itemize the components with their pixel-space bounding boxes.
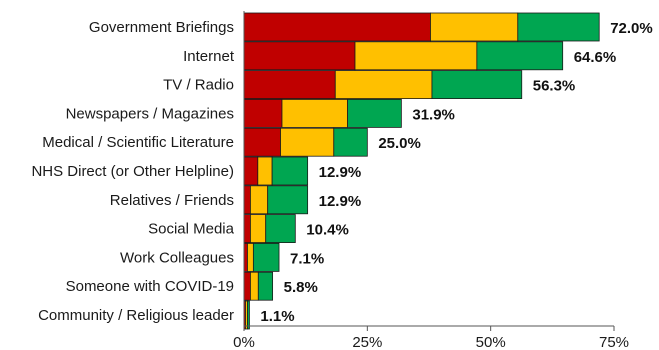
category-label: TV / Radio xyxy=(163,77,234,94)
bar-segment xyxy=(265,214,296,244)
category-label: Community / Religious leader xyxy=(38,307,234,324)
x-tick-label: 50% xyxy=(476,334,506,350)
bar-segment xyxy=(243,41,356,71)
bar-segment xyxy=(243,12,431,42)
category-label: Work Colleagues xyxy=(120,249,234,266)
category-label: Internet xyxy=(183,48,235,65)
bar-segment xyxy=(247,300,250,330)
category-label: NHS Direct (or Other Helpline) xyxy=(31,163,234,180)
bar-segment xyxy=(476,41,564,71)
total-label: 12.9% xyxy=(319,193,362,210)
bar-segment xyxy=(243,242,248,272)
bar-segment xyxy=(247,242,254,272)
bar-segment xyxy=(243,214,251,244)
bar-segment xyxy=(250,214,267,244)
bar-segment xyxy=(517,12,600,42)
total-label: 12.9% xyxy=(319,164,362,181)
total-label: 56.3% xyxy=(533,78,576,95)
total-label: 31.9% xyxy=(412,106,455,123)
bar-segment xyxy=(243,70,336,99)
bar-segment xyxy=(243,127,281,157)
category-label: Medical / Scientific Literature xyxy=(42,134,234,151)
bar-segment xyxy=(250,271,259,301)
bars-layer xyxy=(243,12,600,330)
x-tick-label: 25% xyxy=(352,334,382,350)
bar-segment xyxy=(271,156,309,186)
category-label: Someone with COVID-19 xyxy=(66,278,234,295)
category-labels: Government Briefings Internet TV / Radio Ne… xyxy=(31,19,234,324)
total-label: 25.0% xyxy=(378,135,421,152)
bar-segment xyxy=(252,242,280,272)
category-label: Relatives / Friends xyxy=(110,192,234,209)
bar-segment xyxy=(257,271,274,301)
bar-segment xyxy=(243,185,251,215)
total-label: 72.0% xyxy=(610,20,653,37)
x-axis: 0% 25% 50% 75% xyxy=(233,11,629,350)
bar-segment xyxy=(243,271,251,301)
total-label: 5.8% xyxy=(284,279,318,296)
category-label: Social Media xyxy=(148,221,235,238)
bar-segment xyxy=(430,12,519,42)
total-label: 10.4% xyxy=(306,222,349,239)
category-label: Government Briefings xyxy=(89,19,234,36)
total-label: 1.1% xyxy=(260,308,294,325)
bar-segment xyxy=(267,185,309,215)
bar-segment xyxy=(354,41,478,71)
bar-segment xyxy=(281,99,348,128)
category-label: Newspapers / Magazines xyxy=(66,105,234,122)
bar-segment xyxy=(334,70,433,99)
total-label: 64.6% xyxy=(574,49,617,66)
bar-segment xyxy=(333,127,368,157)
total-labels: 72.0% 64.6% 56.3% 31.9% 25.0% 12.9% 12.9% 10.4%… xyxy=(260,20,652,325)
total-label: 7.1% xyxy=(290,250,324,267)
x-tick-label: 75% xyxy=(599,334,629,350)
bar-segment xyxy=(243,156,259,186)
bar-segment xyxy=(250,185,269,215)
bar-segment xyxy=(280,127,335,157)
bar-segment xyxy=(257,156,273,186)
bar-segment xyxy=(347,99,402,128)
x-tick-label: 0% xyxy=(233,334,255,350)
bar-segment xyxy=(431,70,523,99)
bar-segment xyxy=(243,99,283,128)
